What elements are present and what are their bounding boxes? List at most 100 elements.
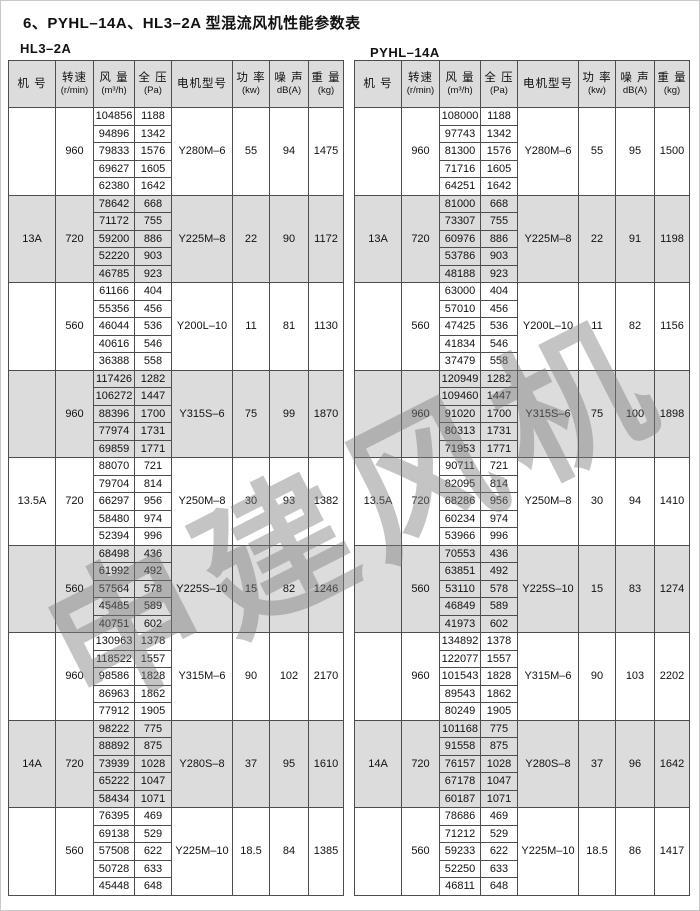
flow-cell: 70553 <box>439 544 481 563</box>
flow-cell: 59200 <box>93 229 135 248</box>
flow-cell: 46044 <box>93 317 135 336</box>
table-block-hl3-2a: HL3–2A 机 号转速 (r/min) 风 量 (m³/h) 全 压 (Pa) 电机型号功… <box>8 35 344 896</box>
machine-cell <box>8 282 56 371</box>
flow-cell: 78686 <box>439 807 481 826</box>
flow-cell: 108000 <box>439 107 481 126</box>
table-row: 60234 974 <box>355 509 690 528</box>
table-row: 960 108000 1188 Y280M–6 55 95 1500 <box>354 107 690 196</box>
pressure-cell: 996 <box>134 527 172 546</box>
table-row: 59200 886 <box>9 229 344 248</box>
pressure-cell: 436 <box>480 544 518 563</box>
column-header-power: 功 率 (kw) <box>578 60 616 108</box>
motor-cell: Y280M–6 <box>517 107 579 196</box>
motor-cell: Y315S–6 <box>517 369 579 458</box>
noise-cell: 82 <box>269 544 309 633</box>
noise-cell: 94 <box>269 107 309 196</box>
flow-cell: 45448 <box>93 877 135 896</box>
pressure-cell: 404 <box>134 282 172 301</box>
noise-cell: 91 <box>615 194 655 283</box>
weight-cell: 1156 <box>654 282 690 371</box>
pressure-cell: 1576 <box>480 142 518 161</box>
pressure-cell: 923 <box>134 264 172 283</box>
pressure-cell: 529 <box>134 824 172 843</box>
column-header-speed: 转速 (r/min) <box>401 60 440 108</box>
motor-cell: Y280M–6 <box>171 107 233 196</box>
speed-cell: 960 <box>55 107 94 196</box>
performance-table-pyhl-14a: 机 号转速 (r/min) 风 量 (m³/h) 全 压 (Pa) 电机型号功 率 (kw) 噪… <box>354 60 690 896</box>
flow-cell: 101543 <box>439 667 481 686</box>
flow-cell: 122077 <box>439 649 481 668</box>
flow-cell: 77974 <box>93 422 135 441</box>
table-row: 46811 648 <box>355 877 690 896</box>
weight-cell: 1417 <box>654 807 690 896</box>
speed-cell: 560 <box>55 807 94 896</box>
table-row: 57010 456 <box>355 299 690 318</box>
flow-cell: 52394 <box>93 527 135 546</box>
flow-cell: 60234 <box>439 509 481 528</box>
pressure-cell: 1028 <box>480 754 518 773</box>
pressure-cell: 589 <box>480 597 518 616</box>
table-row: 73307 755 <box>355 212 690 231</box>
pressure-cell: 974 <box>134 509 172 528</box>
flow-cell: 57508 <box>93 842 135 861</box>
pressure-cell: 456 <box>134 299 172 318</box>
power-cell: 90 <box>578 632 616 721</box>
pressure-cell: 469 <box>480 807 518 826</box>
flow-cell: 91020 <box>439 404 481 423</box>
speed-cell: 720 <box>401 457 440 546</box>
flow-cell: 134892 <box>439 632 481 651</box>
machine-cell <box>8 807 56 896</box>
flow-cell: 104856 <box>93 107 135 126</box>
pressure-cell: 1862 <box>480 684 518 703</box>
column-header-flow: 风 量 (m³/h) <box>93 60 135 108</box>
noise-cell: 95 <box>269 719 309 808</box>
flow-cell: 73939 <box>93 754 135 773</box>
noise-cell: 103 <box>615 632 655 721</box>
noise-cell: 99 <box>269 369 309 458</box>
pressure-cell: 602 <box>480 614 518 633</box>
table-block-pyhl-14a: PYHL–14A 机 号转速 (r/min) 风 量 (m³/h) 全 压 (Pa) 电机型… <box>354 35 690 896</box>
pressure-cell: 622 <box>480 842 518 861</box>
power-cell: 15 <box>578 544 616 633</box>
flow-cell: 69138 <box>93 824 135 843</box>
flow-cell: 98222 <box>93 719 135 738</box>
motor-cell: Y315M–6 <box>517 632 579 721</box>
pressure-cell: 1447 <box>134 387 172 406</box>
table-row: 36388 558 <box>9 352 344 371</box>
table-row: 45448 648 <box>9 877 344 896</box>
table-row: 59233 622 <box>355 842 690 861</box>
noise-cell: 84 <box>269 807 309 896</box>
pressure-cell: 648 <box>480 877 518 896</box>
flow-cell: 59233 <box>439 842 481 861</box>
power-cell: 37 <box>232 719 270 808</box>
table-row: 960 130963 1378 Y315M–6 90 102 2170 <box>8 632 344 721</box>
pressure-cell: 1188 <box>134 107 172 126</box>
motor-cell: Y225S–10 <box>171 544 233 633</box>
pressure-cell: 668 <box>480 194 518 213</box>
machine-cell: 13A <box>354 194 402 283</box>
flow-cell: 98586 <box>93 667 135 686</box>
pressure-cell: 1605 <box>480 159 518 178</box>
power-cell: 22 <box>578 194 616 283</box>
weight-cell: 1898 <box>654 369 690 458</box>
speed-cell: 720 <box>401 719 440 808</box>
column-header-machine: 机 号 <box>354 60 402 108</box>
pressure-cell: 1028 <box>134 754 172 773</box>
tables-container: HL3–2A 机 号转速 (r/min) 风 量 (m³/h) 全 压 (Pa) 电机型号功… <box>1 35 699 896</box>
machine-cell: 13A <box>8 194 56 283</box>
table-row: 88892 875 <box>9 737 344 756</box>
power-cell: 18.5 <box>578 807 616 896</box>
table-row: 69859 1771 <box>9 439 344 458</box>
flow-cell: 36388 <box>93 352 135 371</box>
machine-cell <box>8 544 56 633</box>
flow-cell: 89543 <box>439 684 481 703</box>
speed-cell: 960 <box>401 632 440 721</box>
table-row: 13.5A 720 90711 721 Y250M–8 30 94 1410 <box>354 457 690 546</box>
table-row: 69138 529 <box>9 824 344 843</box>
pressure-cell: 578 <box>480 579 518 598</box>
table-row: 55356 456 <box>9 299 344 318</box>
pressure-cell: 814 <box>480 474 518 493</box>
column-header-speed: 转速 (r/min) <box>55 60 94 108</box>
flow-cell: 46811 <box>439 877 481 896</box>
pressure-cell: 536 <box>480 317 518 336</box>
